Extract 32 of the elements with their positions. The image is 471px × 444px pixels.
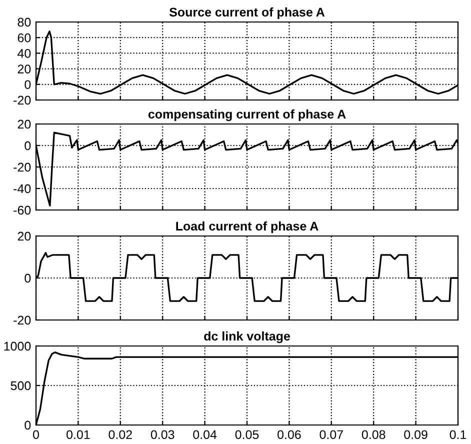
y-tick-label: 20	[18, 232, 31, 241]
chart-title: dc link voltage	[204, 331, 290, 344]
chart-title: compensating current of phase A	[148, 109, 346, 122]
x-tick-label: 0.01	[66, 430, 90, 440]
chart-title: Load current of phase A	[176, 221, 318, 234]
x-tick-label: 0.09	[404, 430, 428, 440]
y-tick-label: 60	[18, 33, 31, 42]
y-tick-label: 20	[18, 64, 31, 74]
y-tick-label: 80	[18, 18, 31, 27]
y-tick-label: 40	[18, 49, 31, 58]
x-tick-label: 0.04	[193, 430, 217, 440]
y-tick-label: -20	[14, 96, 31, 105]
y-tick-label: 500	[10, 381, 31, 390]
y-tick-label: -20	[14, 316, 31, 325]
y-tick-label: 1000	[4, 342, 31, 351]
x-tick-label: 0.03	[150, 430, 174, 440]
y-tick-label: -40	[14, 184, 31, 194]
x-tick-label: 0.05	[235, 430, 259, 440]
y-tick-label: 20	[18, 120, 31, 129]
chart-title: Source current of phase A	[169, 7, 325, 20]
x-tick-label: 0.02	[108, 430, 132, 440]
y-tick-label: 0	[24, 80, 31, 90]
y-tick-label: 0	[24, 141, 31, 150]
y-tick-label: -20	[14, 162, 31, 172]
y-tick-label: 0	[24, 274, 31, 283]
y-tick-label: -60	[14, 206, 31, 215]
x-tick-label: 0.06	[278, 430, 301, 440]
y-tick-label: 0	[24, 420, 31, 430]
x-tick-label: 0.1	[450, 430, 466, 440]
x-tick-label: 0.07	[320, 430, 343, 440]
x-tick-label: 0	[33, 430, 39, 440]
x-tick-label: 0.08	[362, 430, 386, 440]
